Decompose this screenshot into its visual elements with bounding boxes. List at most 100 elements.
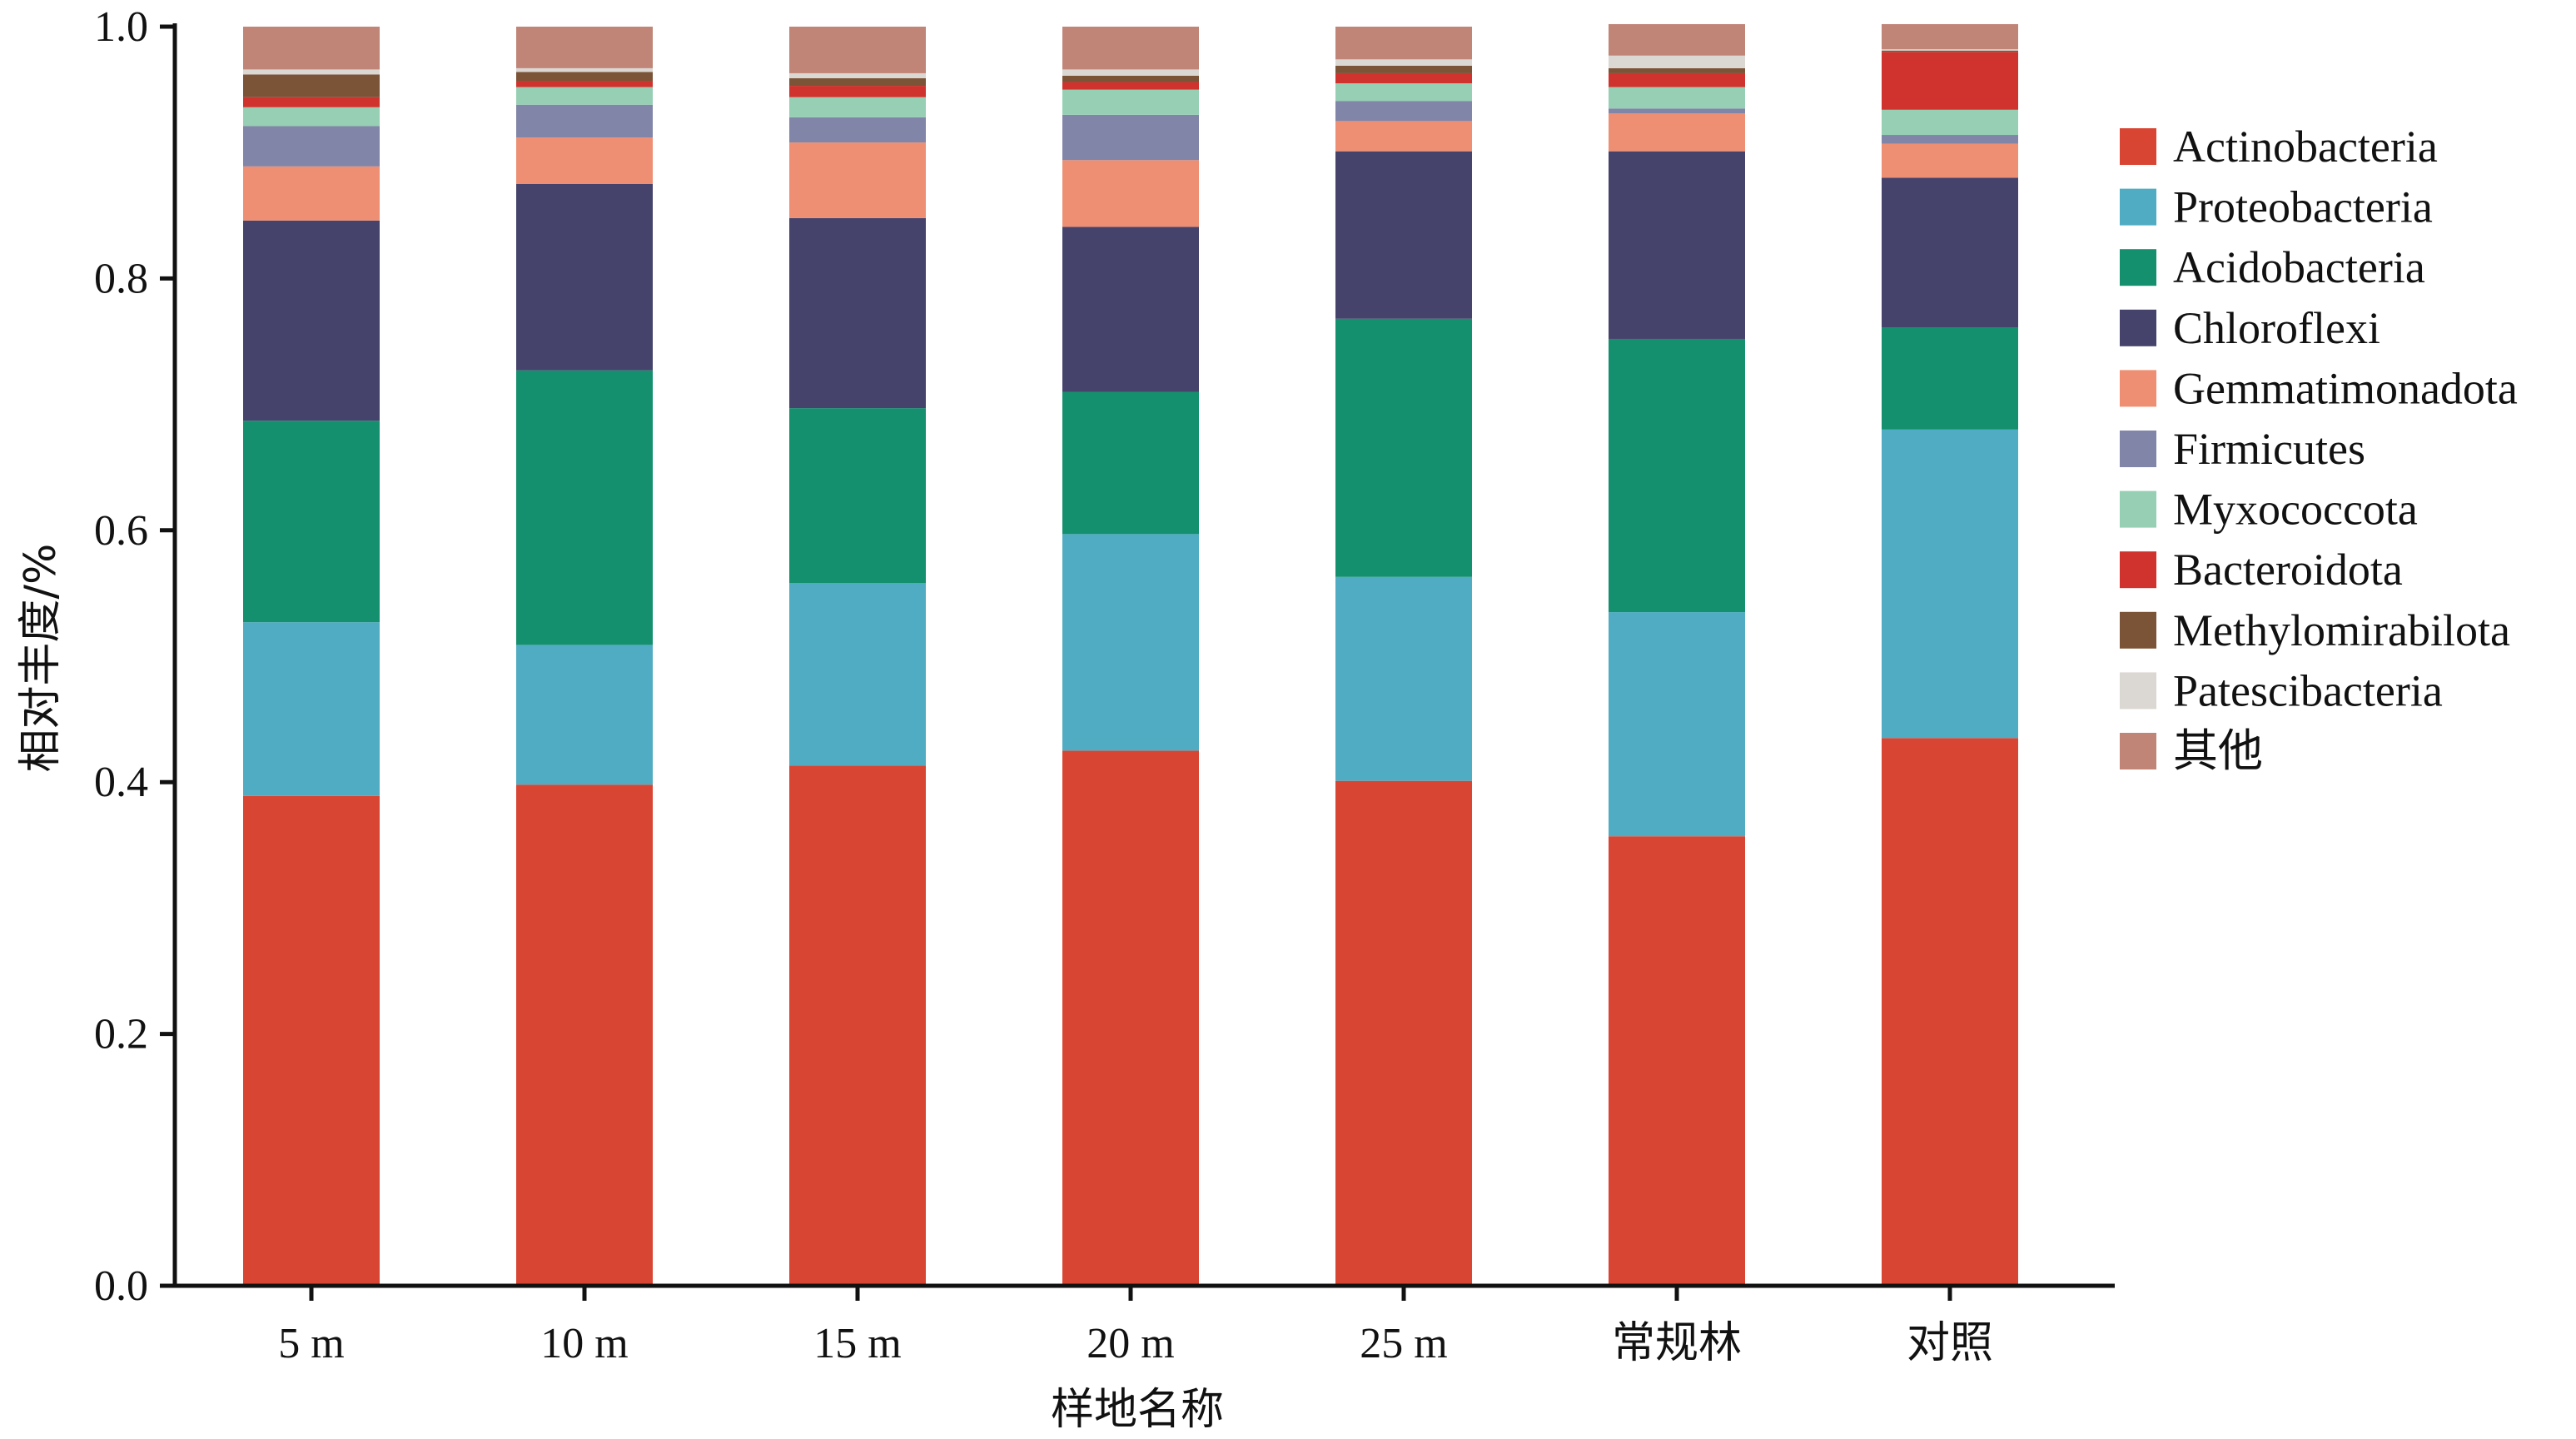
- bar-segment-7-8: [1882, 52, 2018, 110]
- bar-segment-3-11: [789, 27, 926, 73]
- bar-segment-5-6: [1335, 101, 1472, 122]
- bar-segment-1-2: [243, 622, 380, 796]
- legend-label: Patescibacteria: [2173, 665, 2443, 715]
- bar-segment-4-9: [1062, 75, 1199, 82]
- bar-segment-3-8: [789, 86, 926, 97]
- bar-segment-7-3: [1882, 327, 2018, 430]
- bar-segment-4-5: [1062, 160, 1199, 227]
- bar-segment-7-6: [1882, 135, 2018, 144]
- bar-segment-6-5: [1609, 113, 1745, 152]
- y-tick-label: 0.0: [94, 1262, 148, 1310]
- legend-label: Chloroflexi: [2173, 303, 2380, 353]
- bar-segment-6-2: [1609, 612, 1745, 837]
- x-tick-label: 10 m: [540, 1320, 628, 1367]
- x-tick-label: 20 m: [1087, 1320, 1174, 1367]
- bar-segment-7-11: [1882, 23, 2018, 50]
- bar-segment-4-3: [1062, 391, 1199, 535]
- bar-area: [243, 23, 2018, 1286]
- legend-swatch: [2120, 309, 2156, 346]
- bar-segment-7-5: [1882, 143, 2018, 178]
- bar-segment-2-4: [516, 184, 653, 371]
- legend-swatch: [2120, 490, 2156, 528]
- x-tick-label: 对照: [1907, 1320, 1993, 1367]
- bar-segment-3-1: [789, 765, 926, 1286]
- bar-segment-6-7: [1609, 87, 1745, 109]
- legend-label: Proteobacteria: [2173, 182, 2433, 232]
- bar-segment-6-9: [1609, 67, 1745, 73]
- legend-swatch: [2120, 431, 2156, 467]
- bar-segment-2-5: [516, 137, 653, 184]
- legend-label: Methylomirabilota: [2173, 605, 2510, 655]
- bar-segment-4-6: [1062, 114, 1199, 161]
- bar-segment-3-3: [789, 408, 926, 584]
- bar-segment-1-7: [243, 107, 380, 127]
- legend-swatch: [2120, 733, 2156, 769]
- bar-segment-3-2: [789, 583, 926, 766]
- x-tick-label: 15 m: [813, 1320, 901, 1367]
- bar-segment-7-9: [1882, 50, 2018, 52]
- bar-segment-1-3: [243, 421, 380, 623]
- bar-segment-7-7: [1882, 109, 2018, 136]
- bar-segment-3-7: [789, 97, 926, 117]
- bar-segment-2-9: [516, 72, 653, 82]
- bar-segment-5-1: [1335, 780, 1472, 1286]
- y-tick-label: 0.8: [94, 255, 148, 302]
- bar-segment-3-5: [789, 142, 926, 218]
- bar-segment-7-1: [1882, 738, 2018, 1286]
- legend-swatch: [2120, 249, 2156, 286]
- bar-segment-1-6: [243, 126, 380, 167]
- y-tick-label: 0.2: [94, 1011, 148, 1058]
- bar-segment-1-8: [243, 97, 380, 107]
- bar-segment-6-4: [1609, 151, 1745, 339]
- x-tick-label: 25 m: [1360, 1320, 1447, 1367]
- bar-segment-5-8: [1335, 72, 1472, 84]
- bar-segment-4-10: [1062, 69, 1199, 76]
- bar-segment-7-2: [1882, 429, 2018, 739]
- legend-label: Bacteroidota: [2173, 545, 2403, 595]
- bar-segment-4-7: [1062, 89, 1199, 115]
- bar-segment-3-10: [789, 72, 926, 78]
- bar-segment-5-5: [1335, 121, 1472, 152]
- legend-label: Acidobacteria: [2173, 242, 2425, 292]
- bar-segment-3-9: [789, 77, 926, 87]
- bar-segment-1-4: [243, 220, 380, 421]
- bar-segment-6-11: [1609, 23, 1745, 56]
- bar-segment-4-2: [1062, 534, 1199, 751]
- legend-swatch: [2120, 128, 2156, 165]
- bar-segment-1-9: [243, 74, 380, 97]
- bar-segment-5-4: [1335, 151, 1472, 319]
- bar-segment-2-2: [516, 645, 653, 785]
- bar-segment-2-8: [516, 81, 653, 87]
- bar-segment-3-6: [789, 117, 926, 143]
- legend-label: 其他: [2173, 726, 2263, 776]
- bar-segment-4-8: [1062, 82, 1199, 90]
- bar-segment-7-10: [1882, 49, 2018, 51]
- bar-segment-2-3: [516, 370, 653, 645]
- bar-segment-2-11: [516, 27, 653, 68]
- y-tick-label: 1.0: [94, 3, 148, 51]
- bar-segment-5-3: [1335, 318, 1472, 577]
- legend-swatch: [2120, 672, 2156, 710]
- bar-segment-6-6: [1609, 108, 1745, 114]
- bar-segment-1-1: [243, 795, 380, 1286]
- bar-segment-1-5: [243, 166, 380, 221]
- bar-segment-5-7: [1335, 83, 1472, 102]
- legend-label: Myxococcota: [2173, 485, 2418, 535]
- bar-segment-4-4: [1062, 227, 1199, 392]
- legend: Actinobacteria Proteobacteria Acidobacteri…: [2120, 122, 2518, 776]
- legend-swatch: [2120, 611, 2156, 649]
- bar-segment-1-10: [243, 69, 380, 75]
- bar-segment-2-6: [516, 104, 653, 138]
- x-axis-title: 样地名称: [1051, 1385, 1224, 1435]
- bar-segment-7-4: [1882, 177, 2018, 328]
- bar-segment-2-1: [516, 784, 653, 1286]
- bar-segment-6-1: [1609, 836, 1745, 1286]
- y-tick-label: 0.6: [94, 507, 148, 555]
- bar-segment-4-11: [1062, 27, 1199, 70]
- bar-segment-3-4: [789, 217, 926, 409]
- legend-swatch: [2120, 370, 2156, 407]
- bar-segment-2-7: [516, 87, 653, 105]
- x-tick-label: 5 m: [278, 1320, 344, 1367]
- bar-segment-6-3: [1609, 338, 1745, 613]
